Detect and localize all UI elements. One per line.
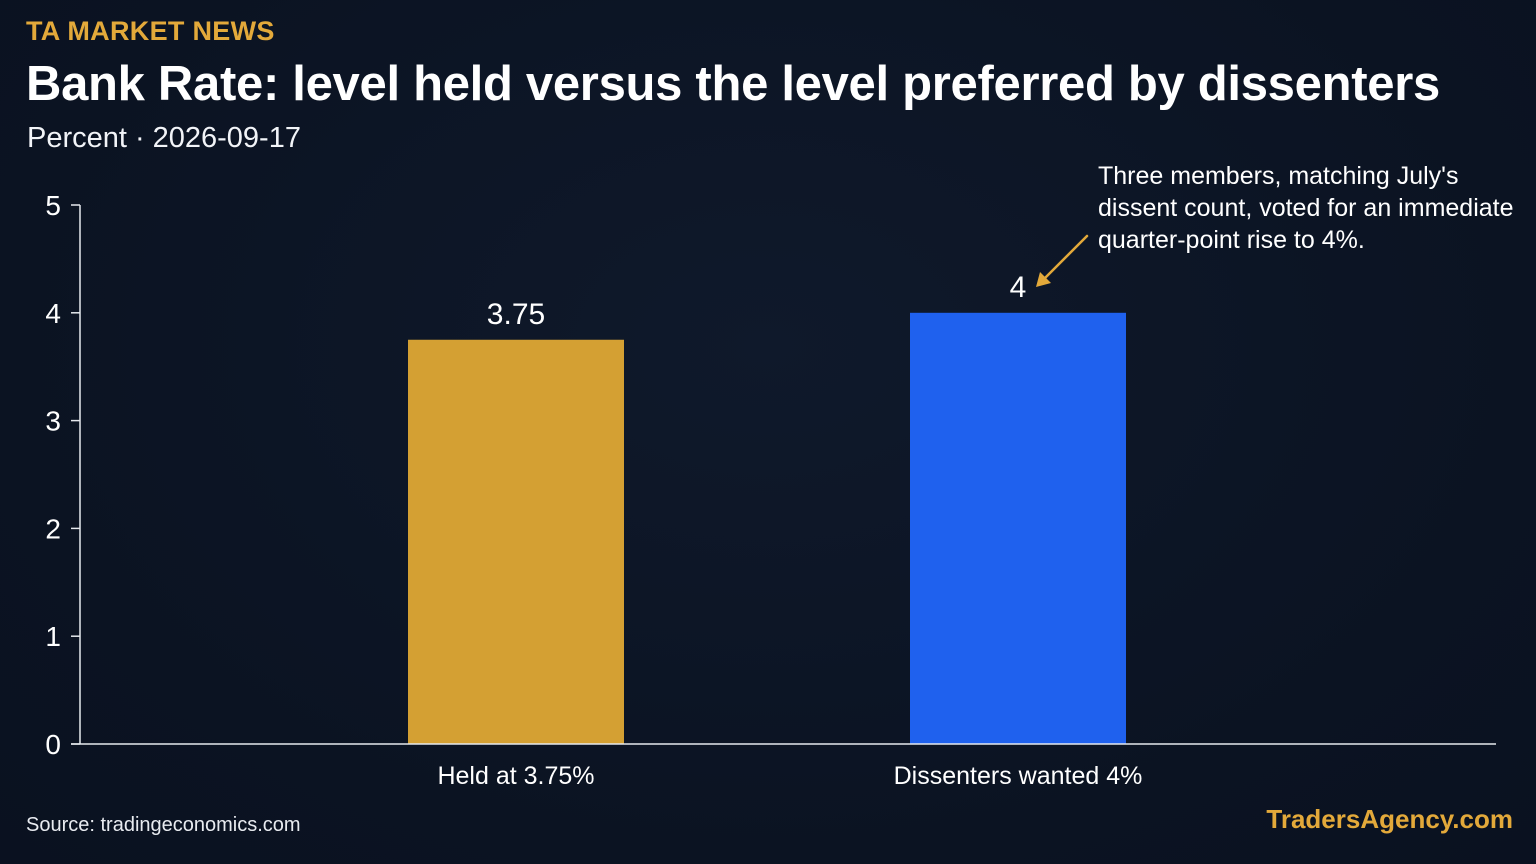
brand-label: TA MARKET NEWS bbox=[26, 16, 275, 46]
y-tick-label: 5 bbox=[45, 190, 61, 221]
x-axis: Held at 3.75% Dissenters wanted 4% bbox=[71, 743, 1496, 790]
annotation-arrow-line bbox=[1042, 234, 1089, 281]
annotation-text: Three members, matching July's dissent c… bbox=[1098, 162, 1514, 254]
y-tick-label: 1 bbox=[45, 621, 61, 652]
site-link[interactable]: TradersAgency.com bbox=[1266, 804, 1513, 834]
chart-title: Bank Rate: level held versus the level p… bbox=[26, 57, 1440, 111]
unit-label: Percent bbox=[27, 122, 127, 154]
y-tick-label: 3 bbox=[45, 406, 61, 437]
date-label: 2026-09-17 bbox=[152, 122, 301, 154]
y-tick-label: 4 bbox=[45, 298, 61, 329]
bar-held bbox=[408, 339, 624, 744]
y-tick-label: 0 bbox=[45, 729, 61, 760]
bar-value-label: 4 bbox=[1010, 271, 1027, 304]
bars: 3.75 4 bbox=[408, 271, 1126, 744]
x-category-label: Held at 3.75% bbox=[437, 762, 594, 790]
bar-dissent bbox=[910, 312, 1126, 744]
bar-value-label: 3.75 bbox=[487, 298, 545, 331]
x-category-label: Dissenters wanted 4% bbox=[894, 762, 1143, 790]
annotation-arrow bbox=[1036, 234, 1089, 287]
source-label: Source: tradingeconomics.com bbox=[26, 814, 301, 836]
y-tick-label: 2 bbox=[45, 513, 61, 544]
subtitle-separator: · bbox=[134, 122, 145, 154]
chart-subtitle: Percent · 2026-09-17 bbox=[27, 122, 301, 155]
y-axis: 0 1 2 3 4 5 bbox=[45, 190, 81, 760]
annotation-arrow-head bbox=[1036, 272, 1051, 287]
